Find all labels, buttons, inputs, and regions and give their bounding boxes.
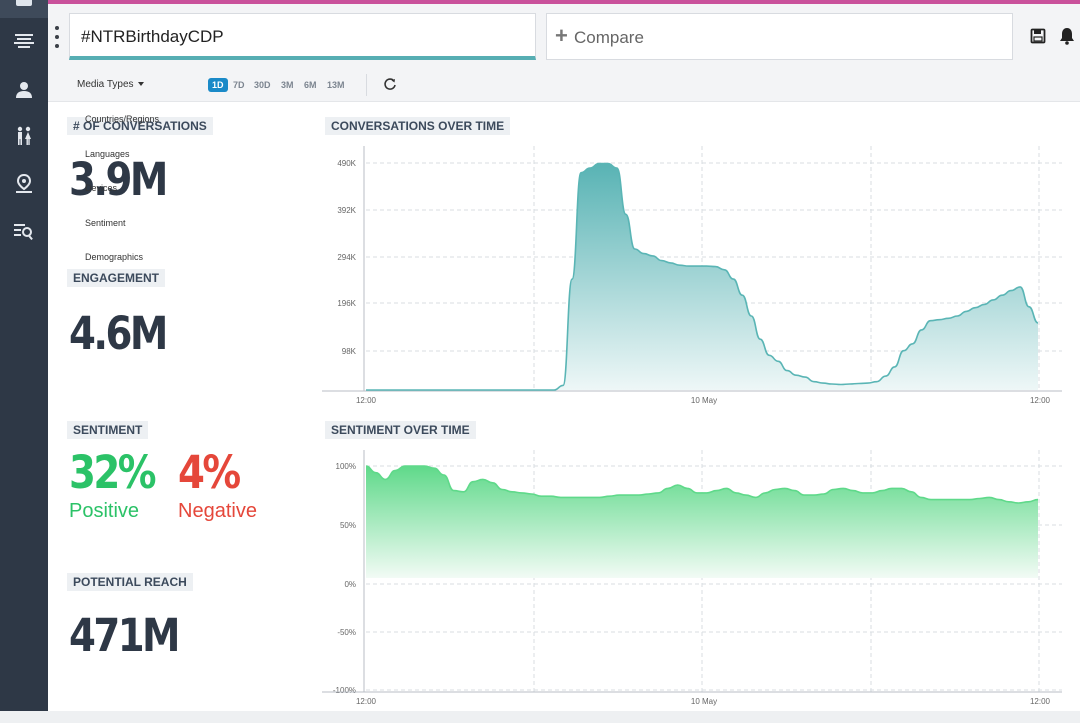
conv-x-tick: 12:00 [356,396,377,405]
sentiment-metric-label: SENTIMENT [67,421,149,439]
sent-y-tick: 50% [340,521,356,530]
sent-x-tick: 12:00 [356,697,377,706]
range-30d-button[interactable]: 30D [254,80,271,90]
conv-area [366,163,1038,390]
conv-x-tick: 10 May [691,396,717,405]
sentiment-chart: 100% 50% 0% -50% -100% 12:00 10 May 12:00 [322,444,1080,710]
engagement-metric-label: ENGAGEMENT [67,269,166,287]
sent-y-tick: -100% [333,686,356,695]
media-types-label: Media Types [77,79,134,90]
conversations-metric-label: # OF CONVERSATIONS [67,117,213,135]
sidebar-item-dashboard[interactable] [0,0,48,18]
save-icon[interactable] [1030,28,1046,44]
range-3m-button[interactable]: 3M [281,80,294,90]
media-dropdown-item-countries[interactable]: Countries/Regions [85,114,160,124]
conv-line [365,162,1039,391]
negative-sentiment-label: Negative [178,500,257,522]
compare-field[interactable]: + Compare [546,13,1013,60]
conv-x-tick: 12:00 [1030,396,1051,405]
sent-y-tick: 100% [336,462,356,471]
stream-icon[interactable] [12,29,36,53]
conv-y-tick: 196K [337,299,356,308]
caret-down-icon [137,82,144,87]
range-7d-button[interactable]: 7D [233,80,245,90]
compare-label: Compare [574,28,644,47]
demographics-icon[interactable] [12,124,36,148]
reach-metric-label: POTENTIAL REACH [67,573,193,591]
range-13m-button[interactable]: 13M [327,80,345,90]
reach-metric-value: 471M [69,609,181,662]
conversations-chart-svg: 490K 392K 294K 196K 98K 12:00 10 May 12:00 [322,146,1062,405]
sentiment-chart-svg: 100%50%0%-50%-100%12:00 10 May 12:00 [322,450,1062,706]
conversations-metric-value: 3.9M [69,153,168,206]
filter-toolbar [48,64,1080,102]
media-dropdown-item-devices[interactable]: Devices [85,183,118,193]
top-accent-strip [0,0,1080,4]
media-dropdown-item-demographics[interactable]: Demographics [85,252,144,262]
conversations-chart: 490K 392K 294K 196K 98K 12:00 10 May 12:00 [322,140,1080,410]
sentiment-chart-title: SENTIMENT OVER TIME [325,421,476,439]
sent-line [365,465,1039,504]
refresh-icon[interactable] [383,77,397,91]
sent-y-tick: 0% [344,580,356,589]
positive-sentiment-label: Positive [69,500,140,522]
conv-y-tick: 490K [337,159,356,168]
conv-y-tick: 392K [337,206,356,215]
dashboard-icon [16,0,32,6]
range-6m-button[interactable]: 6M [304,80,317,90]
sent-area [366,466,1038,578]
media-dropdown-item-languages[interactable]: Languages [85,149,130,159]
positive-sentiment-value: 32% [69,446,156,499]
search-query-field[interactable]: #NTRBirthdayCDP [69,13,536,60]
search-query-value: #NTRBirthdayCDP [81,27,224,46]
more-options-icon[interactable] [53,26,61,48]
media-dropdown-item-sentiment[interactable]: Sentiment [85,218,126,228]
range-1d-button[interactable]: 1D [208,78,228,92]
sent-x-tick: 10 May [691,697,717,706]
sent-x-tick: 12:00 [1030,697,1051,706]
toolbar-divider [366,74,367,96]
sidebar [0,0,48,711]
conv-y-tick: 98K [342,347,357,356]
location-icon[interactable] [12,172,36,196]
sent-y-tick: -50% [337,628,356,637]
conv-y-tick: 294K [337,253,356,262]
media-types-dropdown[interactable]: Media Types [77,79,144,90]
bottom-strip [0,711,1080,723]
negative-sentiment-value: 4% [178,446,241,499]
engagement-metric-value: 4.6M [69,307,168,360]
plus-icon: + [555,23,568,48]
search-list-icon[interactable] [12,219,36,243]
notifications-bell-icon[interactable] [1058,27,1076,45]
influencer-icon[interactable] [12,78,36,102]
conversations-chart-title: CONVERSATIONS OVER TIME [325,117,511,135]
